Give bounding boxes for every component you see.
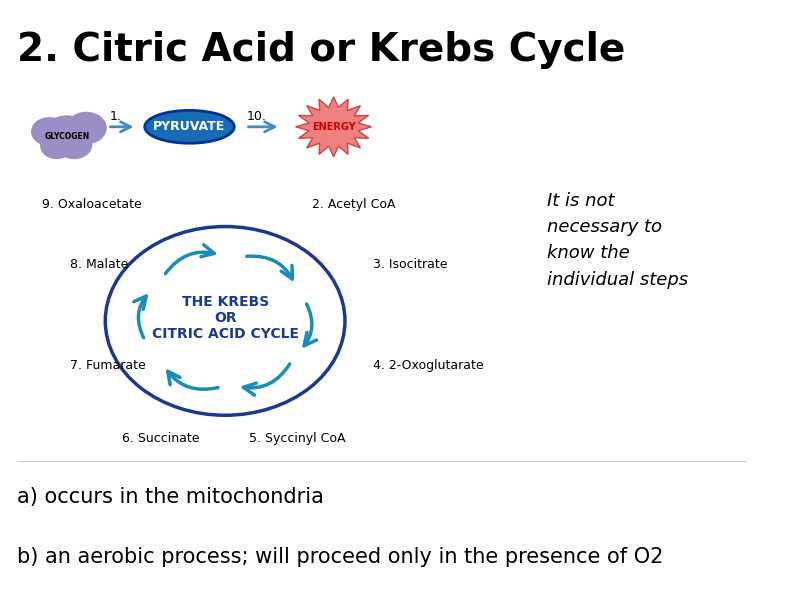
Text: 7. Fumarate: 7. Fumarate [70,359,146,372]
Circle shape [57,131,92,158]
Text: THE KREBS
OR
CITRIC ACID CYCLE: THE KREBS OR CITRIC ACID CYCLE [152,295,298,341]
Text: 2. Citric Acid or Krebs Cycle: 2. Citric Acid or Krebs Cycle [17,31,625,69]
Text: 10.: 10. [246,110,266,122]
Text: 3. Isocitrate: 3. Isocitrate [373,257,447,271]
Text: 9. Oxaloacetate: 9. Oxaloacetate [42,198,142,211]
Polygon shape [296,97,371,157]
Text: ENERGY: ENERGY [312,122,355,132]
Text: 6. Succinate: 6. Succinate [122,432,199,445]
Ellipse shape [145,110,234,143]
Text: 8. Malate: 8. Malate [70,257,128,271]
Text: 1.: 1. [110,110,121,122]
Text: PYRUVATE: PYRUVATE [154,121,226,133]
Text: 2. Acetyl CoA: 2. Acetyl CoA [312,198,396,211]
Circle shape [44,116,90,152]
Text: 4. 2-Oxoglutarate: 4. 2-Oxoglutarate [373,359,484,372]
Text: b) an aerobic process; will proceed only in the presence of O2: b) an aerobic process; will proceed only… [17,547,663,567]
Circle shape [66,112,106,143]
Circle shape [32,118,66,145]
Circle shape [41,133,73,158]
Text: It is not
necessary to
know the
individual steps: It is not necessary to know the individu… [547,191,689,289]
Text: 5. Syccinyl CoA: 5. Syccinyl CoA [249,432,346,445]
Text: GLYCOGEN: GLYCOGEN [45,132,90,141]
Text: a) occurs in the mitochondria: a) occurs in the mitochondria [17,487,323,507]
